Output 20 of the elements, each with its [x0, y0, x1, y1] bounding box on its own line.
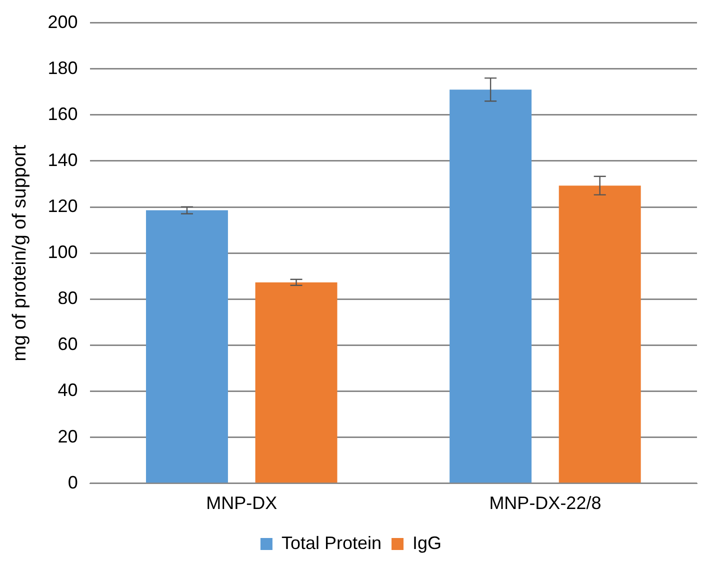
legend-label: IgG [412, 532, 442, 553]
y-tick-label: 180 [48, 58, 78, 78]
y-tick-label: 160 [48, 104, 78, 124]
y-tick-label: 40 [58, 380, 78, 400]
bar [450, 90, 532, 483]
x-tick-label: MNP-DX-22/8 [489, 493, 602, 514]
y-tick-label: 140 [48, 150, 78, 170]
y-tick-label: 120 [48, 196, 78, 216]
legend-label: Total Protein [281, 532, 382, 553]
bar [255, 282, 338, 483]
y-tick-label: 200 [48, 12, 78, 32]
y-tick-label: 0 [68, 472, 78, 492]
bar [558, 186, 641, 483]
y-tick-label: 100 [48, 242, 78, 262]
x-tick-label: MNP-DX [206, 493, 278, 514]
y-axis-title: mg of protein/g of support [10, 144, 31, 362]
y-tick-label: 20 [58, 426, 78, 446]
y-tick-label: 60 [58, 334, 78, 354]
y-tick-label: 80 [58, 288, 78, 308]
bar [146, 210, 228, 483]
